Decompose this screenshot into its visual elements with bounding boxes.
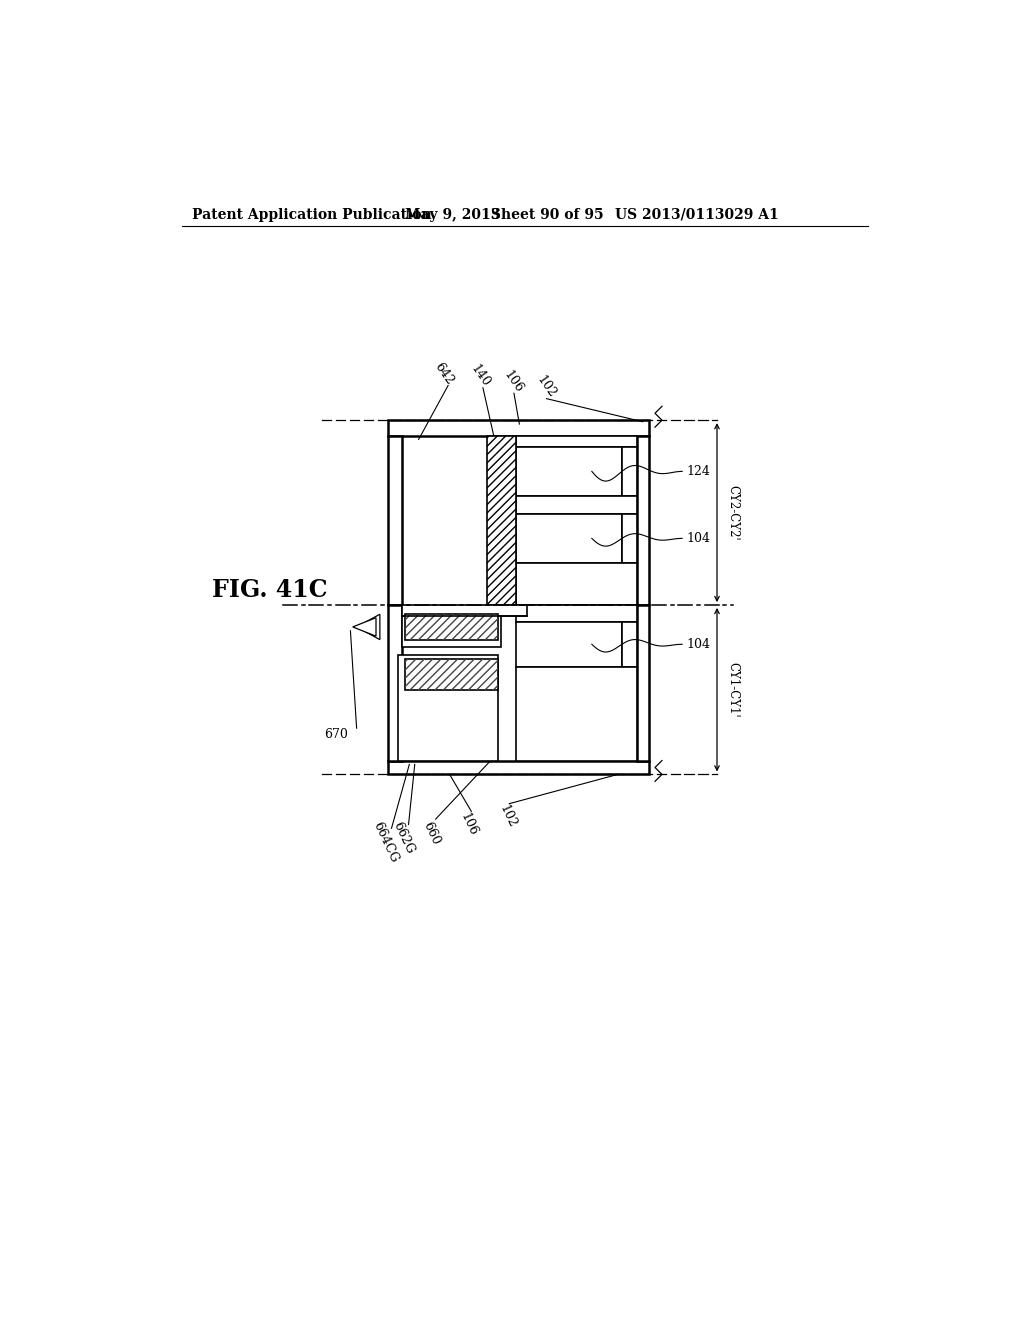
Bar <box>388 420 649 436</box>
Bar <box>515 562 637 605</box>
Bar <box>515 436 637 447</box>
Text: FIG. 41C: FIG. 41C <box>212 578 328 602</box>
Polygon shape <box>352 618 376 636</box>
Text: Patent Application Publication: Patent Application Publication <box>193 207 432 222</box>
Text: May 9, 2013: May 9, 2013 <box>406 207 501 222</box>
Bar <box>622 447 637 496</box>
Text: 642: 642 <box>432 360 457 388</box>
Text: 140: 140 <box>468 363 493 389</box>
Bar <box>637 436 649 605</box>
Text: 108A: 108A <box>445 612 455 642</box>
Text: 106: 106 <box>458 810 480 838</box>
Bar <box>515 496 637 515</box>
Text: CY2-CY2': CY2-CY2' <box>726 484 739 540</box>
Bar <box>388 605 401 760</box>
Bar <box>406 614 499 640</box>
Bar <box>388 436 401 605</box>
Bar <box>515 515 622 562</box>
Polygon shape <box>356 614 380 640</box>
Text: 104: 104 <box>686 532 710 545</box>
Bar <box>388 760 649 775</box>
Bar <box>622 515 637 562</box>
Bar <box>622 622 637 667</box>
Text: CY1-CY1': CY1-CY1' <box>726 661 739 718</box>
Bar <box>406 659 499 689</box>
Text: 102: 102 <box>535 374 559 400</box>
Bar <box>406 659 499 689</box>
Text: 670: 670 <box>324 727 347 741</box>
Bar <box>515 447 622 496</box>
Text: 106: 106 <box>501 368 525 395</box>
Text: Sheet 90 of 95: Sheet 90 of 95 <box>490 207 603 222</box>
Text: 108B: 108B <box>445 660 455 689</box>
Text: 660: 660 <box>421 820 442 846</box>
Text: 104: 104 <box>686 638 710 651</box>
Bar <box>515 622 622 667</box>
Bar <box>401 615 501 647</box>
Text: 664CG: 664CG <box>371 820 400 865</box>
Bar <box>515 667 637 760</box>
Text: 102: 102 <box>497 803 519 829</box>
Bar <box>401 605 527 615</box>
Bar <box>406 614 499 640</box>
Text: US 2013/0113029 A1: US 2013/0113029 A1 <box>614 207 778 222</box>
Bar <box>397 655 499 760</box>
Bar <box>486 436 515 605</box>
Text: 662G: 662G <box>391 820 417 857</box>
Bar <box>637 605 649 760</box>
Bar <box>515 605 637 622</box>
Text: 124: 124 <box>686 465 710 478</box>
